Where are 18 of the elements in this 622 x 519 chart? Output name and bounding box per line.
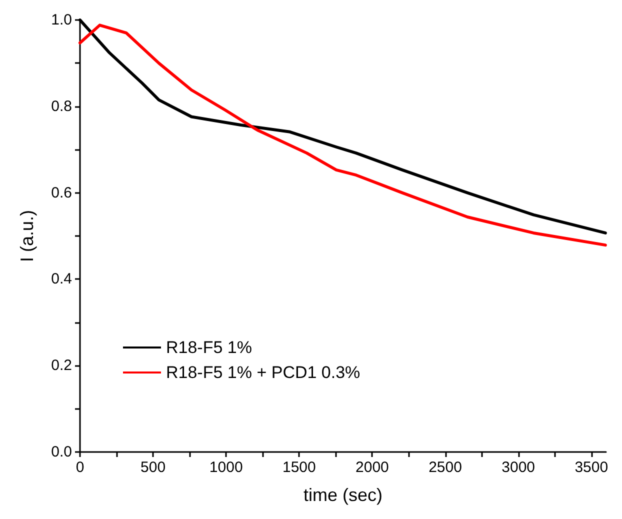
x-axis-title: time (sec) <box>303 485 383 505</box>
x-tick-label: 3500 <box>574 459 608 476</box>
y-tick-label: 0.8 <box>51 98 72 115</box>
x-tick-label: 1000 <box>209 459 243 476</box>
y-tick-label: 0.0 <box>51 444 72 460</box>
legend-label: R18-F5 1% + PCD1 0.3% <box>166 363 360 382</box>
y-axis-title: I (a.u.) <box>17 210 37 262</box>
y-tick-label: 0.4 <box>51 270 72 288</box>
x-tick-label: 1500 <box>282 459 316 476</box>
x-tick-label: 0 <box>76 459 84 476</box>
y-tick-label: 0.2 <box>51 357 72 374</box>
y-tick-label: 0.6 <box>51 184 72 202</box>
y-tick-label: 1.0 <box>51 12 72 28</box>
x-tick-label: 2500 <box>428 459 462 476</box>
legend-label: R18-F5 1% <box>166 338 252 357</box>
x-tick-label: 3000 <box>502 459 536 476</box>
x-tick-label: 500 <box>140 459 166 476</box>
x-tick-label: 2000 <box>356 459 389 476</box>
